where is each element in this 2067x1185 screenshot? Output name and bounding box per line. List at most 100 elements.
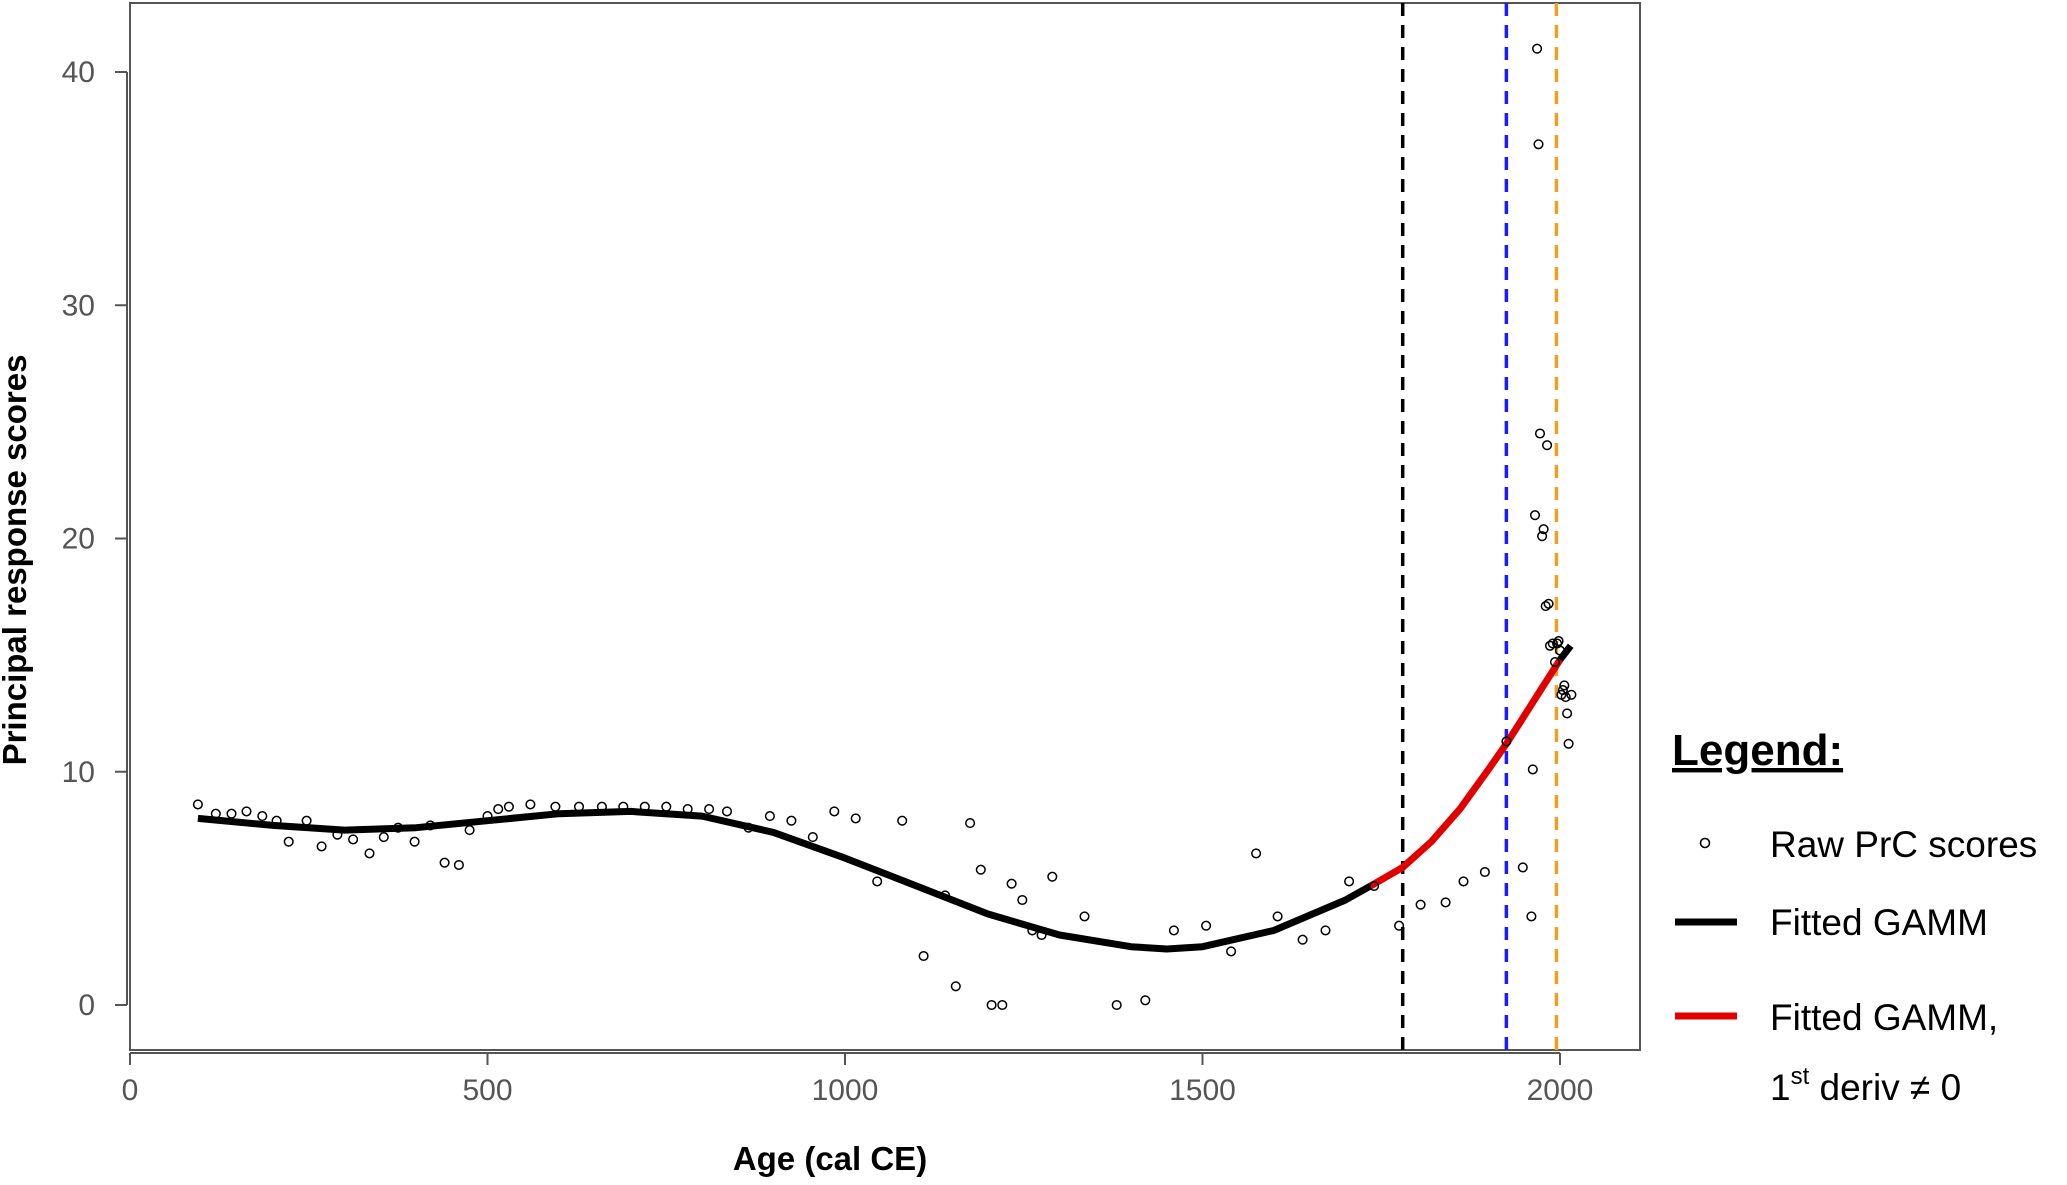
raw-point-0 (192, 799, 203, 810)
raw-point-82 (1544, 640, 1556, 651)
raw-point-41 (940, 890, 951, 901)
raw-point-70 (1517, 862, 1528, 873)
raw-point-33 (764, 811, 775, 822)
raw-point-77 (1537, 531, 1548, 542)
x-axis: 0 500 1000 1500 2000 (122, 1052, 1594, 1107)
raw-point-90 (1559, 680, 1570, 691)
raw-point-9 (332, 829, 343, 840)
raw-point-37 (850, 813, 861, 824)
raw-point-44 (975, 864, 986, 875)
raw-point-65 (1415, 899, 1426, 910)
raw-point-12 (378, 832, 389, 843)
raw-point-78 (1538, 524, 1549, 535)
raw-point-79 (1540, 601, 1551, 612)
raw-point-84 (1549, 657, 1561, 668)
raw-point-71 (1526, 911, 1537, 922)
raw-point-63 (1369, 880, 1380, 892)
raw-point-73 (1529, 510, 1541, 521)
raw-point-38 (872, 876, 883, 887)
raw-point-23 (550, 801, 561, 812)
raw-point-93 (1563, 738, 1574, 749)
legend-deriv-rest: deriv ≠ 0 (1809, 1067, 1961, 1108)
raw-point-35 (807, 832, 818, 843)
raw-point-67 (1458, 876, 1469, 887)
raw-point-64 (1394, 920, 1405, 931)
raw-point-2 (226, 808, 237, 819)
raw-point-4 (257, 811, 268, 822)
raw-point-14 (409, 836, 420, 847)
raw-point-51 (1047, 871, 1058, 882)
raw-point-21 (503, 801, 514, 812)
raw-point-1 (210, 808, 221, 819)
raw-point-49 (1027, 925, 1038, 936)
raw-point-26 (618, 801, 629, 812)
x-tick-label: 1500 (1169, 1074, 1236, 1107)
raw-point-87 (1554, 645, 1566, 656)
fitted-gamm-deriv-line (1368, 657, 1563, 890)
raw-point-31 (721, 806, 733, 817)
raw-point-54 (1140, 995, 1151, 1006)
legend-deriv-superscript: st (1791, 1063, 1810, 1090)
raw-point-60 (1297, 934, 1308, 945)
y-tick-label: 10 (62, 756, 95, 789)
x-tick-label: 2000 (1527, 1074, 1594, 1107)
raw-point-32 (743, 822, 754, 833)
raw-point-11 (364, 848, 375, 859)
raw-point-6 (283, 836, 294, 847)
raw-point-24 (573, 801, 585, 812)
legend-raw-label: Raw PrC scores (1770, 824, 2037, 865)
raw-point-81 (1543, 598, 1554, 609)
raw-point-18 (464, 825, 475, 836)
legend-fit-black-label: Fitted GAMM (1770, 902, 1988, 943)
plot-frame (129, 2, 1641, 1051)
raw-point-68 (1479, 866, 1490, 878)
raw-point-56 (1201, 920, 1212, 931)
y-tick-label: 0 (78, 989, 95, 1022)
raw-point-74 (1532, 43, 1543, 54)
raw-point-27 (639, 801, 650, 812)
x-axis-title: Age (cal CE) (733, 1140, 927, 1177)
fitted-curves (197, 643, 1574, 953)
raw-point-48 (1017, 894, 1028, 906)
legend: Legend: Raw PrC scores Fitted GAMM Fitte… (1672, 726, 2037, 1108)
y-tick-label: 20 (62, 523, 95, 556)
raw-point-94 (1566, 689, 1577, 700)
legend-fit-red-label-line2: 1st deriv ≠ 0 (1770, 1063, 1961, 1108)
raw-point-92 (1562, 708, 1573, 719)
x-tick-label: 0 (122, 1074, 139, 1107)
raw-points (192, 43, 1577, 1011)
raw-point-75 (1533, 139, 1544, 150)
raw-point-10 (348, 834, 359, 845)
raw-point-46 (997, 999, 1008, 1011)
raw-point-7 (301, 815, 312, 826)
raw-point-86 (1553, 636, 1564, 647)
raw-point-22 (525, 799, 536, 810)
raw-point-43 (965, 818, 976, 829)
raw-point-34 (786, 815, 797, 826)
raw-point-76 (1534, 428, 1546, 439)
raw-point-66 (1440, 897, 1451, 908)
fitted-gamm-line (197, 807, 1373, 953)
raw-point-36 (829, 806, 840, 817)
y-tick-label: 40 (62, 56, 95, 89)
raw-point-62 (1344, 876, 1355, 887)
y-axis: 0 10 20 30 40 (62, 56, 128, 1022)
raw-point-53 (1111, 999, 1122, 1011)
legend-raw-symbol (1699, 837, 1711, 849)
raw-point-30 (704, 804, 715, 815)
raw-point-28 (661, 801, 672, 812)
raw-point-17 (453, 859, 464, 871)
raw-point-55 (1168, 925, 1179, 936)
raw-point-57 (1226, 946, 1237, 957)
y-axis-title: Principal response scores (0, 355, 33, 766)
raw-point-5 (271, 815, 282, 826)
x-tick-label: 1000 (812, 1074, 879, 1107)
raw-point-13 (393, 822, 404, 833)
raw-point-40 (918, 950, 929, 962)
raw-point-72 (1527, 764, 1538, 775)
x-tick-label: 500 (462, 1074, 512, 1107)
raw-point-61 (1320, 925, 1331, 936)
raw-point-45 (986, 999, 997, 1011)
raw-point-50 (1036, 929, 1047, 941)
